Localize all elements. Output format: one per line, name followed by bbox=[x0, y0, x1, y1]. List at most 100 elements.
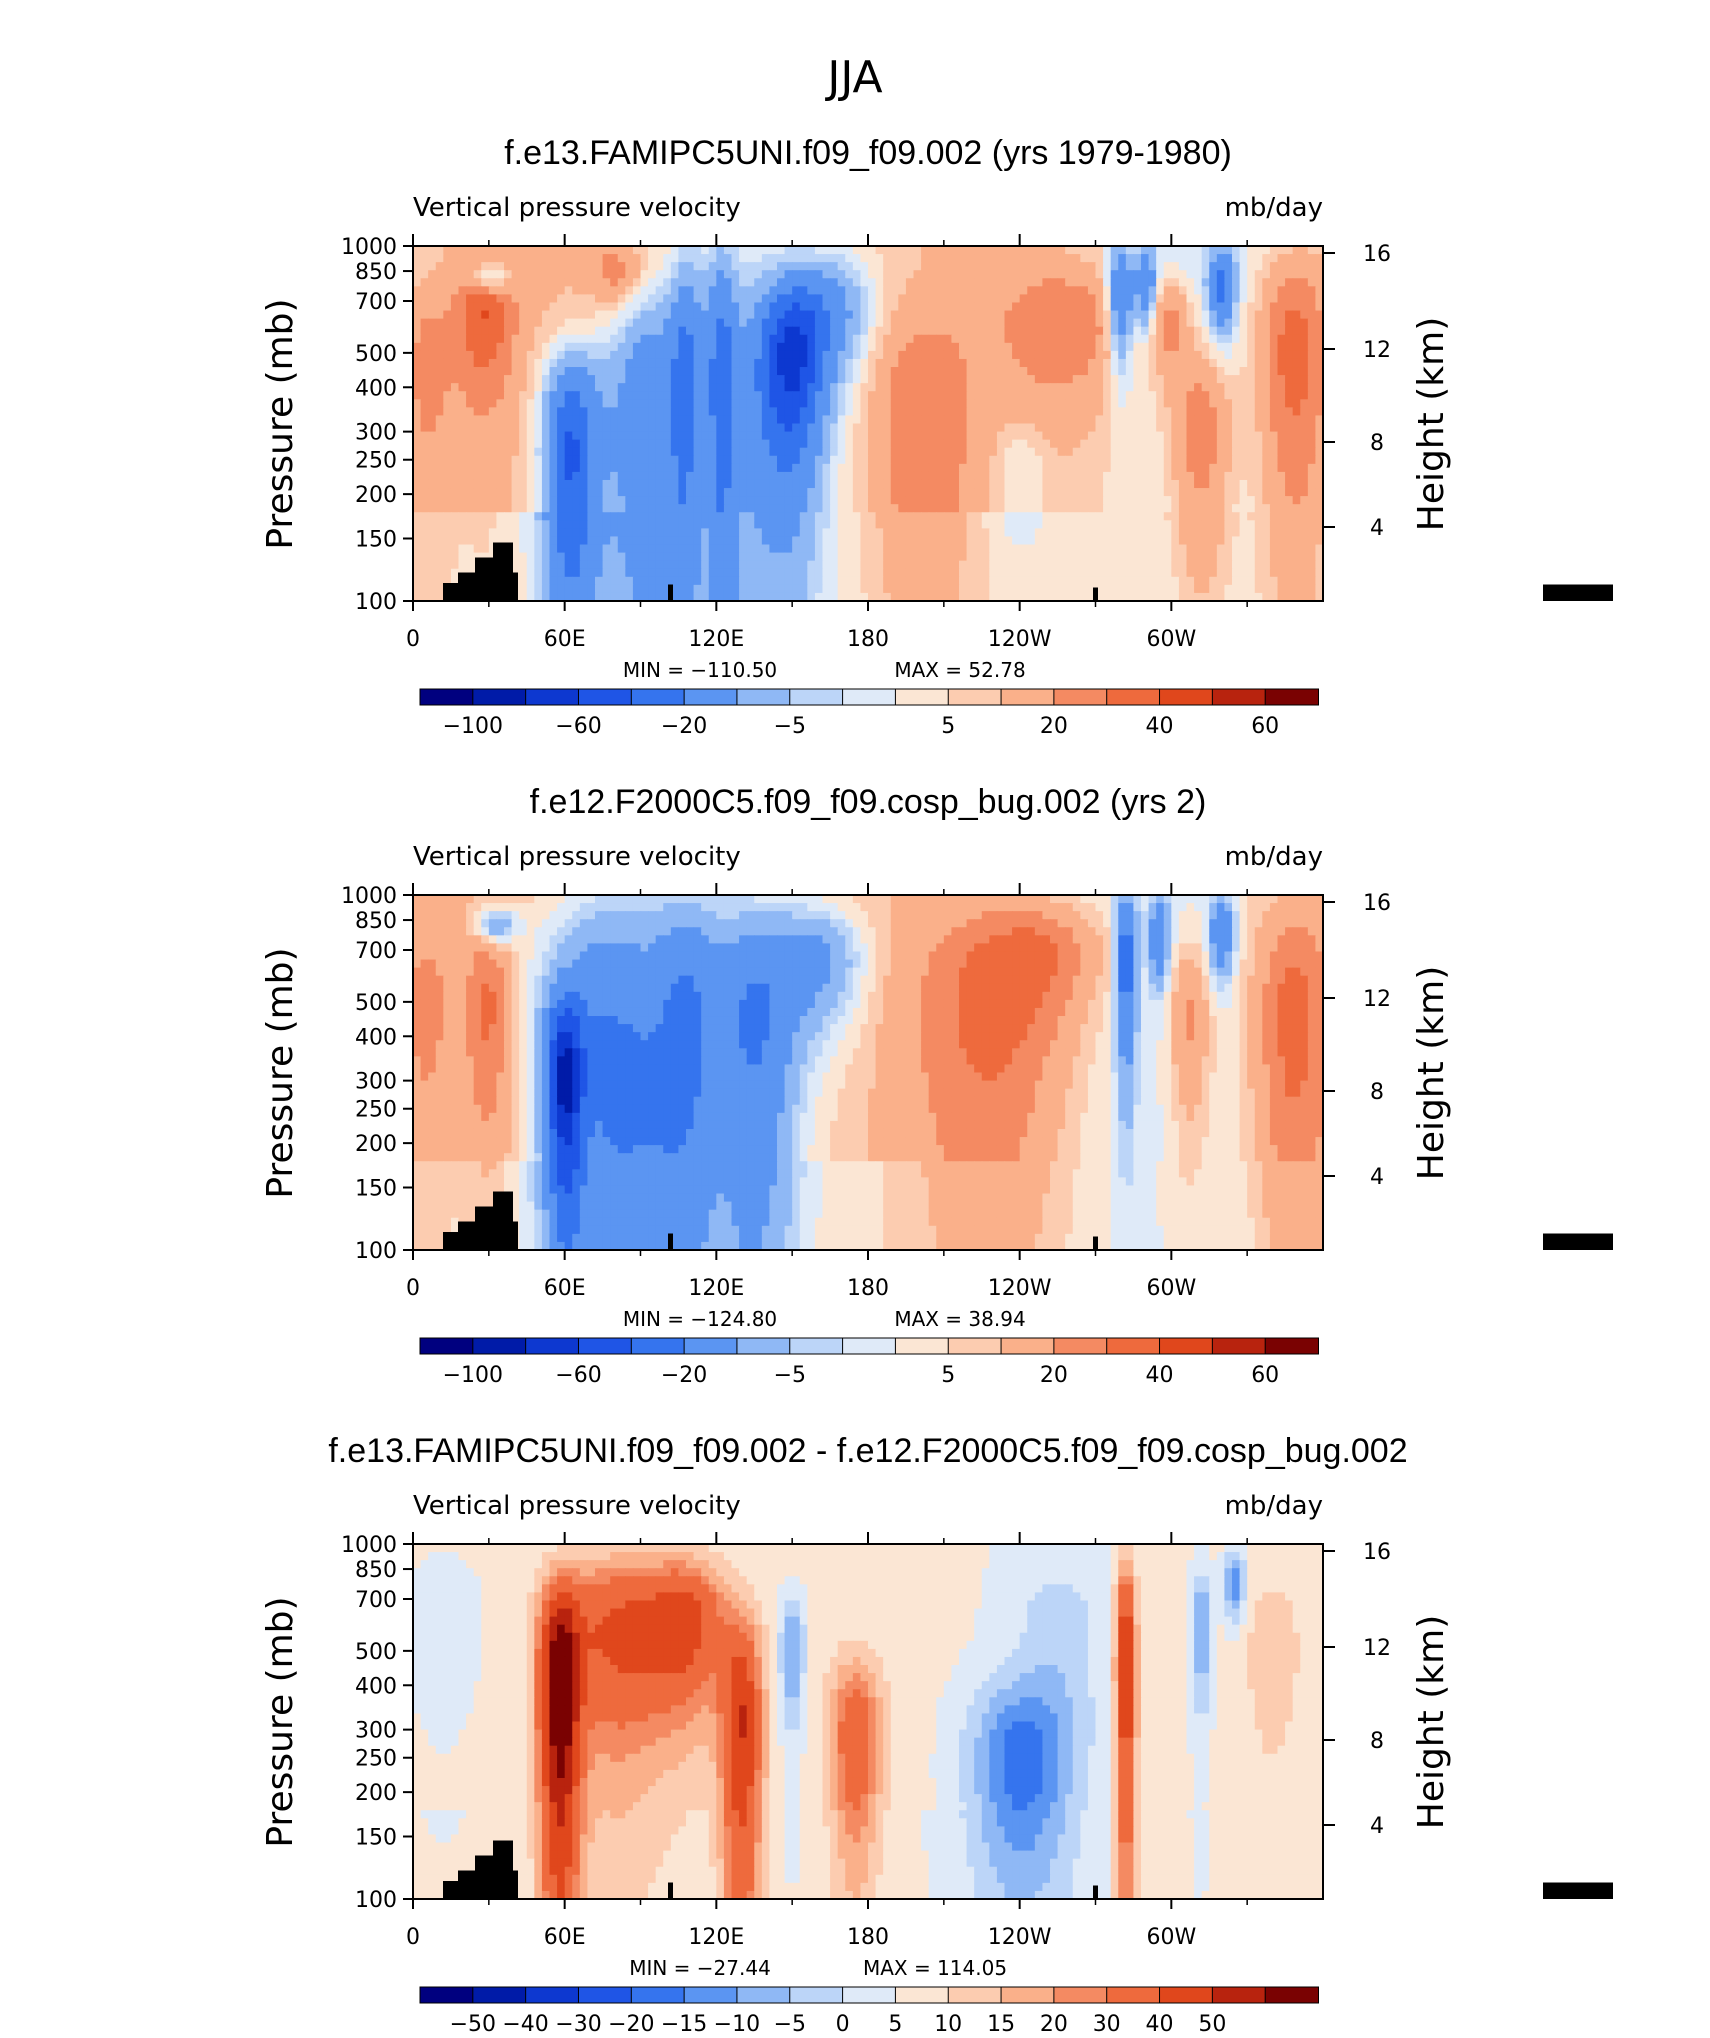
field-cell bbox=[488, 504, 498, 513]
field-cell bbox=[504, 254, 513, 263]
field-cell bbox=[777, 447, 786, 457]
field-cell bbox=[1262, 455, 1271, 465]
field-cell bbox=[1163, 496, 1172, 505]
field-cell bbox=[625, 488, 634, 497]
field-cell bbox=[799, 286, 808, 296]
field-cell bbox=[648, 415, 657, 425]
field-cell bbox=[602, 439, 611, 449]
field-cell bbox=[981, 246, 990, 255]
field-cell bbox=[458, 286, 467, 296]
field-cell bbox=[875, 318, 884, 328]
field-cell bbox=[1065, 520, 1074, 529]
field-cell bbox=[837, 270, 846, 279]
field-cell bbox=[1133, 342, 1142, 352]
field-cell bbox=[792, 342, 801, 352]
field-cell bbox=[921, 512, 930, 521]
field-cell bbox=[875, 326, 884, 336]
field-cell bbox=[746, 318, 755, 328]
field-cell bbox=[845, 536, 854, 546]
field-cell bbox=[1269, 536, 1279, 546]
field-cell bbox=[913, 447, 922, 457]
field-cell bbox=[1042, 358, 1051, 368]
field-cell bbox=[534, 270, 543, 279]
field-cell bbox=[1315, 270, 1324, 279]
field-cell bbox=[739, 520, 748, 529]
field-cell bbox=[708, 520, 717, 529]
field-cell bbox=[1034, 302, 1044, 312]
field-cell bbox=[1065, 367, 1074, 376]
field-cell bbox=[1277, 358, 1286, 368]
field-cell bbox=[845, 479, 854, 489]
field-cell bbox=[428, 496, 437, 505]
field-cell bbox=[1125, 350, 1135, 360]
field-cell bbox=[541, 342, 551, 352]
field-cell bbox=[723, 431, 733, 441]
field-cell bbox=[996, 560, 1006, 570]
field-cell bbox=[1232, 463, 1241, 473]
field-cell bbox=[1087, 488, 1097, 497]
field-cell bbox=[943, 391, 953, 400]
field-cell bbox=[814, 415, 824, 425]
field-cell bbox=[1285, 528, 1294, 538]
field-cell bbox=[1224, 463, 1233, 473]
field-cell bbox=[617, 286, 626, 296]
field-cell bbox=[458, 512, 467, 521]
field-cell bbox=[708, 471, 717, 481]
field-cell bbox=[784, 407, 793, 417]
field-cell bbox=[670, 504, 680, 513]
field-cell bbox=[610, 479, 619, 489]
field-cell bbox=[1072, 391, 1081, 400]
field-cell bbox=[1080, 294, 1089, 304]
field-cell bbox=[413, 334, 422, 344]
field-cell bbox=[1004, 463, 1013, 473]
field-cell bbox=[701, 471, 710, 481]
field-cell bbox=[723, 479, 733, 489]
field-cell bbox=[1065, 334, 1074, 344]
field-cell bbox=[1194, 358, 1203, 368]
field-cell bbox=[754, 334, 763, 344]
field-cell bbox=[1186, 326, 1195, 336]
field-cell bbox=[966, 496, 975, 505]
field-cell bbox=[1194, 246, 1203, 255]
field-cell bbox=[1315, 358, 1324, 368]
field-cell bbox=[822, 479, 831, 489]
field-cell bbox=[534, 479, 543, 489]
field-cell bbox=[534, 471, 543, 481]
field-cell bbox=[579, 350, 589, 360]
field-cell bbox=[1148, 350, 1157, 360]
field-cell bbox=[701, 310, 710, 320]
field-cell bbox=[534, 375, 543, 384]
field-cell bbox=[1095, 455, 1104, 465]
field-cell bbox=[678, 246, 687, 255]
field-cell bbox=[602, 358, 611, 368]
field-cell bbox=[936, 278, 945, 287]
field-cell bbox=[928, 358, 937, 368]
field-cell bbox=[686, 350, 695, 360]
field-cell bbox=[678, 342, 687, 352]
field-cell bbox=[974, 391, 983, 400]
field-cell bbox=[1034, 318, 1044, 328]
field-cell bbox=[526, 286, 535, 296]
field-cell bbox=[1269, 471, 1279, 481]
field-cell bbox=[723, 254, 733, 263]
field-cell bbox=[1156, 262, 1165, 271]
field-cell bbox=[1201, 399, 1210, 408]
field-cell bbox=[587, 342, 596, 352]
field-cell bbox=[1269, 342, 1279, 352]
field-cell bbox=[1148, 302, 1157, 312]
field-cell bbox=[1072, 415, 1081, 425]
field-cell bbox=[936, 391, 945, 400]
field-cell bbox=[496, 254, 505, 263]
field-cell bbox=[1019, 447, 1028, 457]
field-cell bbox=[799, 310, 808, 320]
field-cell bbox=[663, 528, 672, 538]
field-cell bbox=[1004, 302, 1013, 312]
field-cell bbox=[1285, 262, 1294, 271]
field-cell bbox=[435, 568, 444, 578]
field-cell bbox=[898, 375, 907, 384]
field-cell bbox=[769, 568, 778, 578]
field-cell bbox=[1307, 310, 1317, 320]
field-cell bbox=[1057, 334, 1066, 344]
field-cell bbox=[1209, 423, 1218, 433]
field-cell bbox=[807, 310, 816, 320]
